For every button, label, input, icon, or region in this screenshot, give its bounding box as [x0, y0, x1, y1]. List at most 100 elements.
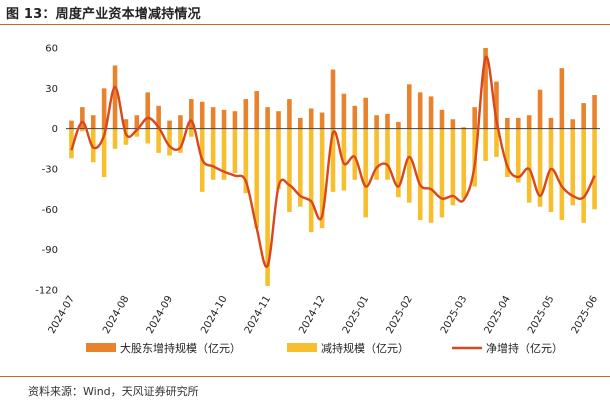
increase-bar [352, 105, 358, 129]
increase-bar [287, 99, 292, 129]
decrease-bar [363, 128, 368, 218]
decrease-bar [341, 128, 347, 191]
decrease-bar [101, 128, 107, 178]
increase-bar [330, 69, 336, 129]
decrease-bar [559, 128, 565, 221]
increase-bar [80, 107, 85, 129]
increase-bar [308, 108, 314, 129]
decrease-bar [526, 128, 532, 203]
decrease-bar [417, 128, 423, 221]
figure-title: 图 13：周度产业资本增减持情况 [6, 7, 201, 22]
increase-bar [101, 88, 107, 129]
decrease-bar [319, 128, 325, 229]
increase-bar [461, 127, 467, 129]
source-note: 资料来源：Wind，天风证券研究所 [28, 385, 199, 398]
increase-bar [592, 95, 597, 129]
increase-bar [559, 68, 565, 129]
legend-swatch-decrease [287, 343, 317, 352]
increase-bar [167, 120, 172, 129]
decrease-bar [308, 128, 314, 233]
decrease-bar [461, 128, 467, 199]
decrease-bar [145, 128, 151, 144]
legend-swatch-increase [86, 343, 116, 352]
decrease-bar [243, 128, 249, 194]
decrease-bar [287, 128, 292, 213]
decrease-bar [265, 128, 270, 286]
y-tick-label: -120 [35, 286, 58, 297]
increase-bar [439, 109, 445, 129]
increase-bar [428, 96, 434, 129]
decrease-bar [276, 128, 281, 190]
y-axis: 60 30 0 -30 -60 -90 -120 [35, 44, 58, 297]
decrease-bar [570, 128, 576, 206]
increase-bar [570, 119, 576, 129]
x-tick-label: 2024-09 [145, 294, 175, 336]
increase-bar [134, 115, 140, 129]
increase-bar [199, 101, 205, 129]
x-tick-label: 2025-04 [483, 294, 513, 336]
decrease-bar [592, 128, 597, 210]
decrease-bar [90, 128, 96, 163]
increase-bar [374, 115, 379, 129]
decrease-bar [134, 128, 140, 137]
increase-bar [298, 117, 303, 129]
increase-bar [483, 48, 488, 129]
decrease-bar [396, 128, 401, 198]
source-rule [0, 376, 610, 377]
decrease-bar [450, 128, 456, 206]
legend-label: 大股东增持规模（亿元） [120, 341, 241, 355]
y-tick-label: -60 [42, 205, 58, 216]
decrease-bar [298, 128, 303, 207]
increase-bar [548, 117, 554, 129]
increase-bar [112, 65, 118, 129]
increase-bar [189, 99, 194, 129]
increase-bar [341, 93, 347, 129]
y-tick-label: 0 [52, 124, 58, 135]
increase-bar [221, 109, 227, 129]
decrease-bar [156, 128, 161, 153]
decrease-bar [439, 128, 445, 218]
x-tick-label: 2024-07 [47, 294, 77, 336]
increase-bar [276, 111, 281, 129]
x-tick-label: 2025-03 [439, 294, 469, 336]
decrease-bar [123, 128, 129, 145]
chart: 60 30 0 -30 -60 -90 -120 2024-07 2024-08 2024-09… [35, 44, 601, 356]
increase-bar [363, 97, 368, 129]
legend: 大股东增持规模（亿元） 减持规模（亿元） 净增持（亿元） [86, 341, 563, 355]
decrease-bar [210, 128, 216, 180]
increase-bar [537, 89, 543, 129]
decrease-bar [80, 128, 85, 132]
x-tick-label: 2025-02 [384, 294, 414, 336]
y-tick-label: 30 [45, 84, 58, 95]
decrease-bar [232, 128, 238, 174]
decrease-bar [221, 128, 227, 180]
x-tick-label: 2025-05 [526, 294, 556, 336]
increase-bar [232, 111, 238, 129]
increase-bar [581, 103, 586, 129]
decrease-bar [374, 128, 379, 180]
y-tick-label: -90 [42, 245, 58, 256]
decrease-bar [69, 128, 74, 159]
increase-bar [385, 113, 390, 129]
decrease-bar [330, 128, 336, 192]
increase-bar [505, 117, 510, 129]
increase-bar [472, 107, 477, 129]
decrease-bars [69, 128, 597, 286]
x-tick-label: 2024-08 [101, 294, 131, 336]
increase-bar [396, 121, 401, 129]
decrease-bar [178, 128, 183, 153]
increase-bar [178, 115, 183, 129]
net-increase-line [70, 55, 596, 268]
decrease-bar [515, 128, 521, 183]
x-axis: 2024-07 2024-08 2024-09 2024-10 2024-11 2024-… [47, 294, 601, 336]
increase-bar [450, 119, 456, 129]
y-tick-label: -30 [42, 165, 58, 176]
x-tick-label: 2025-01 [341, 294, 371, 336]
y-tick-label: 60 [45, 44, 58, 55]
increase-bar [123, 119, 129, 129]
x-tick-label: 2025-06 [570, 294, 600, 336]
increase-bar [417, 92, 423, 129]
decrease-bar [385, 128, 390, 180]
legend-label: 净增持（亿元） [486, 341, 563, 355]
decrease-bar [428, 128, 434, 223]
